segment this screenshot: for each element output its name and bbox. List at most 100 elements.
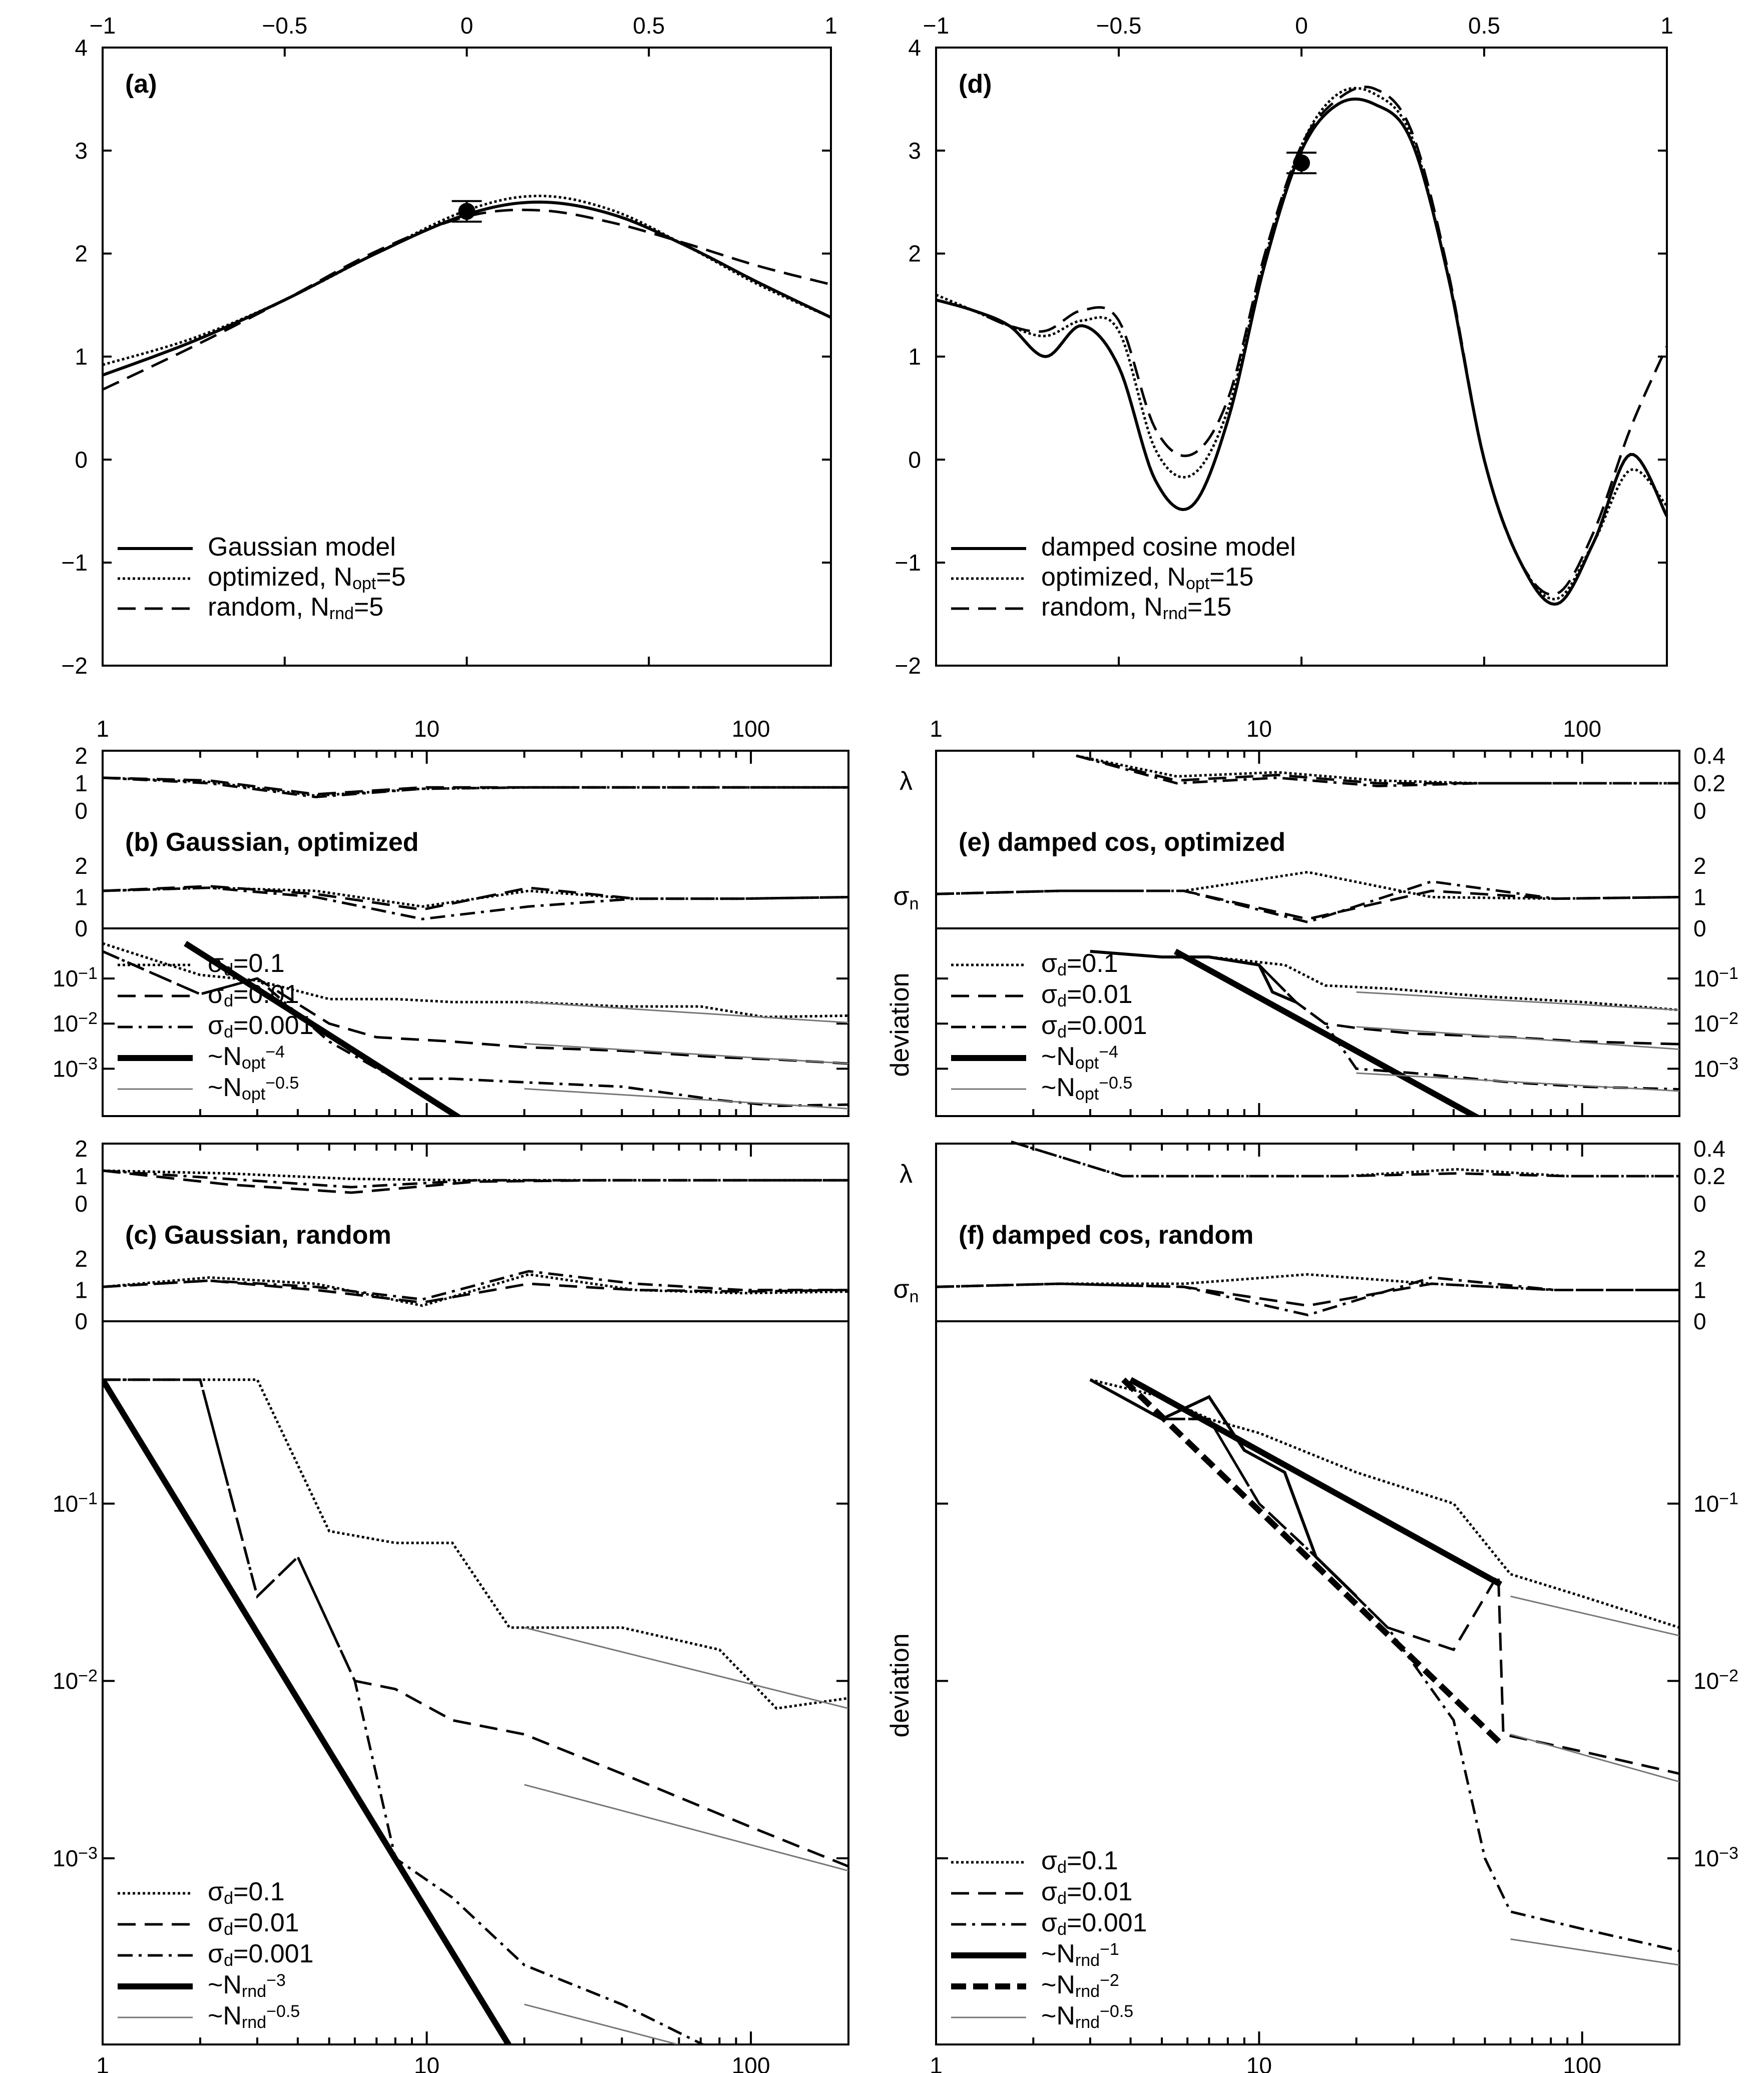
legend-entry-part: d <box>224 1889 233 1908</box>
legend-entry: σd=0.1 <box>1041 949 1118 979</box>
legend-entry-part: σ <box>208 1877 224 1906</box>
legend-entry-part: −0.5 <box>1100 2002 1133 2021</box>
y-tick-exponent: −1 <box>1719 964 1738 983</box>
legend-entry-part: =0.01 <box>1067 980 1133 1009</box>
y-tick-exponent: −1 <box>78 964 98 983</box>
lambda-series <box>1076 754 1679 785</box>
y-tick-label: 10−1 <box>53 964 98 991</box>
y-tick-exponent: −3 <box>78 1054 98 1073</box>
legend-entry: ~Nrnd−0.5 <box>208 2001 300 2032</box>
legend-entry-part: σ <box>208 1908 224 1937</box>
legend-entry-part: opt <box>242 1085 266 1104</box>
sigma-axis-sub: n <box>910 1287 919 1306</box>
y-tick-label: 10−3 <box>1693 1054 1738 1082</box>
sigma-series <box>102 1279 849 1304</box>
legend-entry-part: σ <box>1041 980 1057 1009</box>
deviation-thick <box>103 1378 512 2044</box>
legend-entry-part: =0.1 <box>233 949 285 978</box>
legend-entry-part: −3 <box>266 1971 286 1990</box>
legend-entry: random, Nrnd=5 <box>208 593 383 623</box>
legend-entry-part: Gaussian model <box>208 533 396 562</box>
legend-entry-part: opt <box>352 574 376 593</box>
sigma-tick-label: 2 <box>1693 1246 1706 1272</box>
legend-entry-part: −0.5 <box>1099 1074 1132 1093</box>
series-solid <box>936 97 1668 606</box>
legend-entry-part: −0.5 <box>265 1074 299 1093</box>
lambda-tick-label: 0 <box>75 1191 88 1217</box>
deviation-thick <box>1173 948 1481 1116</box>
sigma-tick-label: 0 <box>75 915 88 941</box>
deviation-dotted <box>103 1378 848 1710</box>
series-dotted <box>102 194 832 366</box>
legend-entry-part: ~N <box>1041 1939 1075 1968</box>
sigma-series <box>936 1273 1679 1291</box>
legend-entry-part: d <box>224 960 233 979</box>
legend-entry-part: ~N <box>1041 1970 1075 1999</box>
legend-entry: σd=0.001 <box>208 1011 314 1042</box>
sigma-series <box>102 886 849 908</box>
legend-entry-part: opt <box>1075 1085 1099 1104</box>
legend-entry-part: =0.1 <box>233 1877 285 1906</box>
legend-entry-part: −1 <box>1100 1940 1119 1959</box>
legend-entry-part: =0.001 <box>233 1011 314 1040</box>
deviation-thickdash <box>1121 1377 1506 1748</box>
sigma-tick-label: 1 <box>75 1277 88 1303</box>
lambda-tick-label: 0.4 <box>1693 743 1725 769</box>
legend-entry-part: d <box>224 991 233 1010</box>
sigma-series <box>936 870 1680 900</box>
lambda-series <box>1011 1140 1679 1178</box>
legend-entry: Gaussian model <box>208 533 396 562</box>
legend-entry-part: =0.1 <box>1067 949 1118 978</box>
legend-entry-part: −4 <box>265 1043 285 1062</box>
deviation-dashdot <box>103 950 848 1108</box>
plot-frame-b <box>102 750 849 1117</box>
legend-entry-part: σ <box>1041 1877 1057 1906</box>
x-tick-label: 0 <box>461 13 474 39</box>
legend-entry-part: d <box>1057 1022 1067 1042</box>
deviation-solid <box>1090 949 1297 1003</box>
legend-entry: σd=0.01 <box>1041 980 1133 1010</box>
y-tick-exponent: −3 <box>1719 1844 1738 1863</box>
sigma-tick-label: 0 <box>75 1308 88 1334</box>
legend-entry: ~Nopt−4 <box>1041 1042 1118 1073</box>
legend-entry-part: =0.001 <box>233 1939 314 1968</box>
legend-entry-part: =15 <box>1209 563 1253 592</box>
legend-entry: ~Nopt−0.5 <box>208 1073 299 1104</box>
y-tick-label: 1 <box>75 344 88 370</box>
sigma-tick-label: 1 <box>1693 1277 1706 1303</box>
legend-entry-part: σ <box>208 1011 224 1040</box>
deviation-dashed <box>103 950 848 1065</box>
legend-entry-part: ~N <box>1041 1073 1075 1102</box>
y-tick-label: 4 <box>908 35 921 61</box>
deviation-thin <box>1510 1733 1679 1783</box>
sigma-tick-label: 2 <box>75 1246 88 1272</box>
legend-entry-part: rnd <box>1075 1951 1100 1970</box>
y-tick-label: −2 <box>62 653 88 679</box>
sigma-series <box>936 1276 1679 1317</box>
legend-entry-part: rnd <box>1075 2013 1100 2032</box>
legend-entry-part: ~N <box>208 1970 242 1999</box>
legend-entry: σd=0.1 <box>208 949 285 979</box>
legend-entry-part: =0.01 <box>233 980 299 1009</box>
lambda-series <box>102 1169 848 1189</box>
panel-title: (f) damped cos, random <box>959 1221 1253 1250</box>
y-tick-label: 10−2 <box>1693 1009 1738 1036</box>
legend-entry-part: ~N <box>208 1042 242 1071</box>
y-axis-label: deviation <box>886 972 915 1077</box>
legend-entry-part: =5 <box>376 563 405 592</box>
deviation-thin <box>1356 1026 1679 1050</box>
x-tick-label: 1 <box>930 716 943 742</box>
lambda-tick-label: 1 <box>75 1163 88 1189</box>
legend-entry-part: ~N <box>208 1073 242 1102</box>
x-tick-label: 1 <box>930 2052 943 2073</box>
plot-frame-e <box>935 750 1680 1117</box>
x-tick-label: 1 <box>824 13 837 39</box>
legend-entry: ~Nrnd−0.5 <box>1041 2001 1133 2032</box>
data-point <box>1293 154 1310 172</box>
y-tick-label: −2 <box>895 653 921 679</box>
legend-entry: optimized, Nopt=5 <box>208 563 406 593</box>
x-tick-label: 0.5 <box>633 13 665 39</box>
y-tick-label: 10−3 <box>53 1844 98 1871</box>
panel-title: (e) damped cos, optimized <box>959 828 1285 857</box>
